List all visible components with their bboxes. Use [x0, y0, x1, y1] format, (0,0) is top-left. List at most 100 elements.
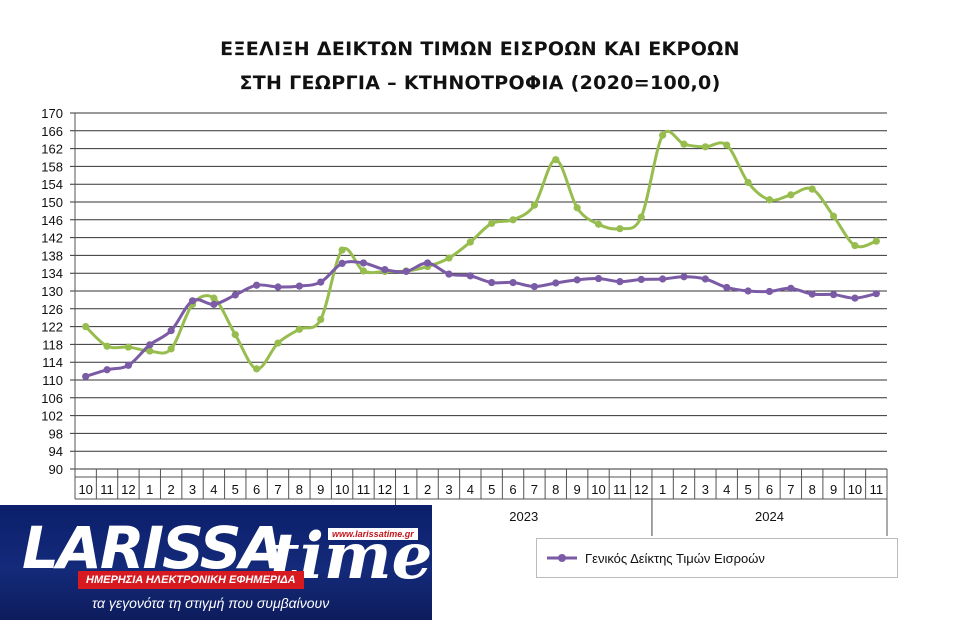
y-tick-label: 130	[41, 284, 63, 299]
data-point	[274, 339, 282, 347]
data-point	[573, 204, 581, 212]
logo-url: www.larissatime.gr	[328, 528, 418, 540]
y-tick-label: 158	[41, 159, 63, 174]
data-point	[787, 191, 795, 199]
series-line-1	[85, 260, 877, 378]
x-tick-label: 10	[335, 482, 349, 497]
x-tick-label: 2	[168, 482, 175, 497]
data-point	[509, 216, 517, 224]
y-tick-label: 126	[41, 302, 63, 317]
data-point	[210, 300, 218, 308]
data-point	[680, 140, 688, 148]
x-tick-label: 9	[574, 482, 581, 497]
data-point	[231, 291, 239, 299]
logo-name: LARISSA	[22, 514, 284, 582]
data-point	[445, 270, 453, 278]
data-point	[423, 259, 432, 267]
data-point	[295, 282, 303, 290]
data-point	[488, 219, 496, 227]
chart-title-line-2: ΣΤΗ ΓΕΩΡΓΙΑ – ΚΤΗΝΟΤΡΟΦΙΑ (2020=100,0)	[239, 72, 721, 94]
y-tick-label: 122	[41, 320, 63, 335]
y-tick-label: 102	[41, 409, 63, 424]
data-point	[488, 278, 496, 287]
x-tick-label: 9	[830, 482, 837, 497]
data-point	[744, 287, 752, 295]
logo-tagline: ΗΜΕΡΗΣΙΑ ΗΛΕΚΤΡΟΝΙΚΗ ΕΦΗΜΕΡΙΔΑ	[78, 571, 304, 589]
data-point	[188, 297, 197, 305]
data-point	[808, 290, 816, 298]
data-point	[82, 323, 90, 331]
data-point	[124, 343, 133, 351]
x-tick-label: 3	[445, 482, 452, 497]
data-point	[231, 331, 239, 339]
x-tick-label: 8	[552, 482, 559, 497]
x-tick-label: 6	[509, 482, 516, 497]
data-point	[466, 272, 474, 280]
y-tick-label: 90	[49, 462, 63, 477]
data-point	[274, 283, 282, 291]
data-point	[701, 275, 709, 283]
x-tick-label: 12	[378, 482, 392, 497]
data-point	[445, 254, 453, 262]
grid-layer	[70, 112, 887, 470]
x-tick-label: 11	[357, 482, 371, 497]
data-point	[680, 273, 688, 281]
x-tick-label: 3	[189, 482, 196, 497]
x-tick-label: 4	[210, 482, 217, 497]
y-tick-label: 134	[41, 266, 63, 281]
data-point	[146, 341, 154, 349]
x-tick-label: 12	[634, 482, 648, 497]
data-point	[509, 278, 517, 287]
x-tick-label: 11	[613, 482, 627, 497]
y-tick-label: 94	[49, 444, 63, 459]
data-point	[744, 178, 752, 187]
data-point	[659, 131, 667, 139]
x-tick-label: 1	[146, 482, 153, 497]
data-point	[701, 143, 709, 151]
x-tick-label: 1	[403, 482, 410, 497]
data-point	[808, 185, 816, 193]
data-point	[594, 274, 603, 283]
data-point	[146, 347, 154, 355]
data-point	[338, 246, 346, 254]
year-label: 2024	[755, 509, 784, 524]
data-point	[616, 278, 624, 286]
axis-layer: 9094981021061101141181221261301341381421…	[41, 106, 888, 536]
data-point	[317, 315, 325, 324]
data-point	[317, 278, 325, 286]
data-point	[466, 238, 474, 246]
x-tick-label: 10	[78, 482, 92, 497]
y-tick-label: 150	[41, 195, 63, 210]
x-tick-label: 5	[488, 482, 495, 497]
data-point	[359, 267, 368, 275]
logo-slogan: τα γεγονότα τη στιγμή που συμβαίνουν	[92, 595, 330, 611]
y-tick-label: 98	[49, 426, 63, 441]
data-point	[82, 372, 90, 381]
y-tick-label: 138	[41, 248, 63, 263]
data-point	[851, 242, 859, 250]
legend-swatch-marker	[558, 554, 566, 562]
data-point	[359, 259, 368, 267]
data-point	[552, 156, 560, 164]
data-point	[381, 266, 389, 274]
data-point	[594, 220, 603, 228]
x-tick-label: 2	[424, 482, 431, 497]
data-point	[637, 213, 645, 221]
x-tick-label: 4	[467, 482, 474, 497]
data-point	[167, 327, 175, 335]
data-point	[124, 361, 133, 369]
y-tick-label: 142	[41, 231, 63, 246]
data-point	[530, 282, 539, 291]
data-point	[552, 279, 560, 287]
legend-box: Γενικός Δείκτης Τιμών Εισροών	[536, 538, 898, 578]
y-tick-label: 110	[42, 373, 63, 388]
x-tick-label: 8	[296, 482, 303, 497]
y-tick-label: 170	[41, 106, 63, 121]
logo: LARISSA time www.larissatime.gr ΗΜΕΡΗΣΙΑ…	[0, 505, 432, 620]
x-tick-label: 6	[766, 482, 773, 497]
data-point	[253, 365, 261, 373]
x-tick-label: 7	[274, 482, 281, 497]
data-point	[829, 290, 838, 299]
legend-label: Γενικός Δείκτης Τιμών Εισροών	[585, 551, 765, 566]
